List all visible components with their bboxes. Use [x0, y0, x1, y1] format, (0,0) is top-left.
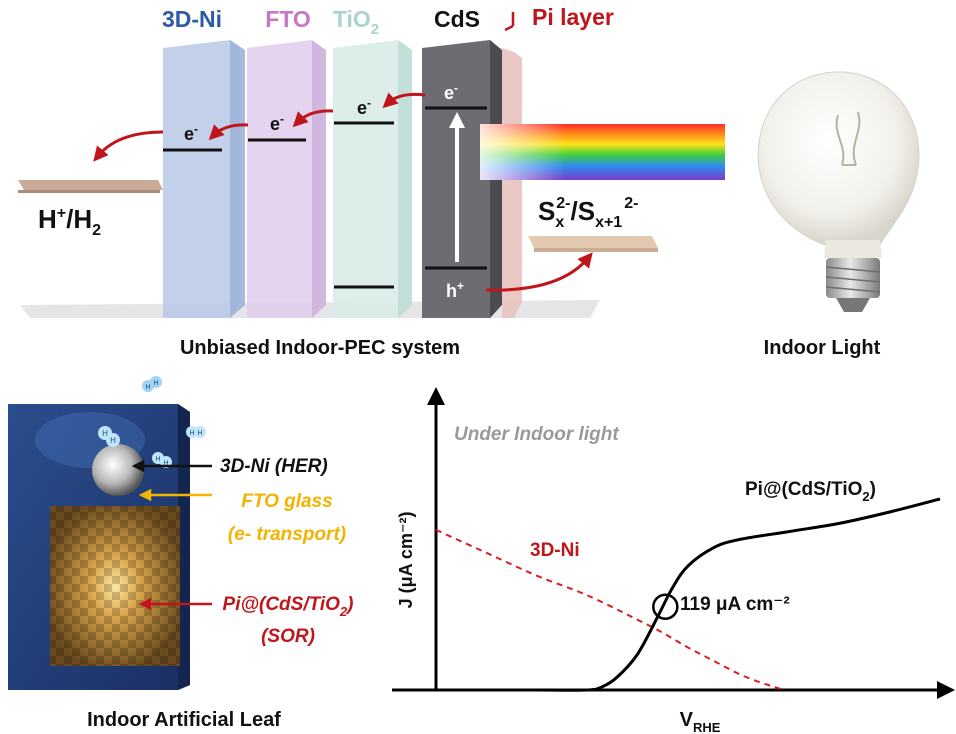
y-axis-label: J (μA cm⁻²) [396, 512, 416, 609]
light-beam [480, 124, 725, 180]
indoor-light-caption: Indoor Light [764, 337, 881, 359]
label-cds: CdS [434, 6, 480, 32]
svg-text:H: H [110, 436, 116, 445]
label-fto-glass: FTO glass [241, 491, 333, 512]
arrow-ni-to-h2 [93, 130, 164, 162]
photoanode-square [50, 506, 180, 666]
ni-electrode [92, 444, 144, 496]
arrow-cds-to-tio2 [382, 92, 426, 109]
electron-tio2: e- [357, 96, 371, 118]
label-sor: (SOR) [261, 626, 315, 647]
hole-cds: h+ [446, 279, 464, 301]
label-fto: FTO [265, 6, 311, 32]
sulfide-platform [528, 236, 658, 248]
label-pi-layer: Pi layer [532, 4, 614, 30]
label-ni-her: 3D-Ni (HER) [220, 456, 328, 477]
svg-text:H: H [163, 460, 168, 467]
svg-text:H: H [145, 384, 150, 391]
svg-text:H: H [153, 380, 158, 387]
chart-title: Under Indoor light [454, 424, 619, 445]
annotation-label: 119 μA cm⁻² [680, 594, 790, 615]
pec-caption: Unbiased Indoor-PEC system [180, 337, 460, 359]
layer-pi [502, 48, 522, 318]
x-axis-label: VRHE [680, 709, 721, 734]
h2-bubble-1: HH [142, 376, 162, 392]
svg-text:H: H [197, 430, 202, 437]
leaf-caption: Indoor Artificial Leaf [87, 709, 281, 731]
label-e-transport: (e- transport) [228, 524, 346, 545]
electron-cds: e- [444, 81, 458, 103]
label-pi-cds-tio2: Pi@(CdS/TiO2) [223, 594, 354, 619]
legend-pi-cds-tio2: Pi@(CdS/TiO2) [745, 479, 876, 504]
h-couple-label: H+/H2 [38, 204, 101, 239]
electron-fto: e- [270, 112, 284, 134]
layer-fto [247, 40, 326, 318]
arrow-hole-to-sulfide [485, 252, 593, 292]
arrow-fto-to-ni [208, 123, 249, 141]
svg-text:H: H [102, 429, 108, 438]
sulfide-couple-label: Sx2-/Sx+12- [538, 195, 638, 231]
arrow-tio2-to-fto [292, 109, 334, 128]
jv-chart: Under Indoor light J (μA cm⁻²) VRHE 119 … [392, 387, 955, 734]
legend-3d-ni: 3D-Ni [530, 540, 580, 561]
electron-ni: e- [184, 122, 198, 144]
pec-system-diagram: 3D-Ni FTO TiO2 CdS Pi layer e- e- e- e- … [18, 4, 920, 359]
label-tio2: TiO2 [333, 6, 379, 38]
svg-text:H: H [189, 430, 194, 437]
h2-platform [18, 180, 163, 190]
pi-layer-pointer-tip [504, 24, 514, 32]
h2-bubble-2: HH [98, 426, 120, 447]
label-3d-ni: 3D-Ni [162, 6, 222, 32]
svg-text:H: H [155, 456, 160, 463]
bulb-icon [757, 71, 920, 312]
series-pi-cds-tio2-line [435, 497, 941, 692]
layer-tio2 [333, 40, 412, 318]
layer-ni [163, 40, 245, 318]
intersection-marker [652, 593, 679, 620]
